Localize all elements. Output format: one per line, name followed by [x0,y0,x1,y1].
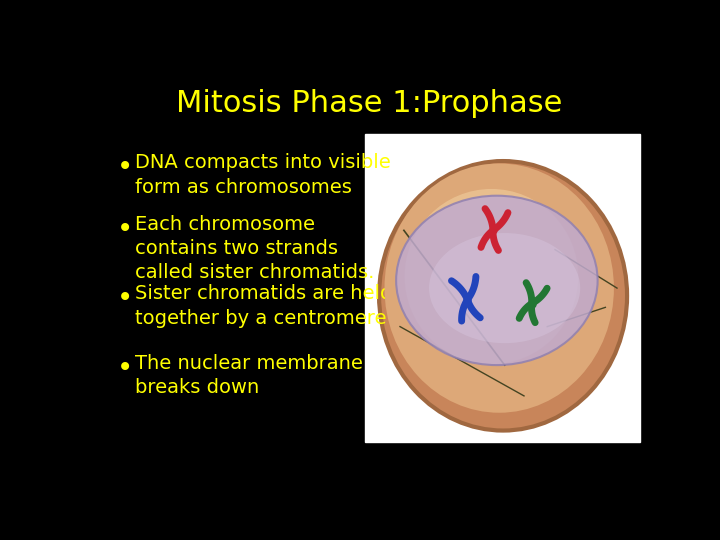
Text: •: • [117,215,133,243]
Ellipse shape [405,189,578,364]
Text: Each chromosome
contains two strands
called sister chromatids.: Each chromosome contains two strands cal… [135,215,374,282]
Ellipse shape [384,164,614,413]
Text: Mitosis Phase 1:Prophase: Mitosis Phase 1:Prophase [176,90,562,118]
Bar [365,134,640,442]
Text: DNA compacts into visible
form as chromosomes: DNA compacts into visible form as chromo… [135,153,391,197]
Ellipse shape [396,195,598,365]
Text: Sister chromatids are held
together by a centromere: Sister chromatids are held together by a… [135,284,392,327]
Text: •: • [117,354,133,382]
Text: The nuclear membrane
breaks down: The nuclear membrane breaks down [135,354,363,397]
Text: •: • [117,284,133,312]
Text: •: • [117,153,133,181]
Ellipse shape [379,161,627,430]
Ellipse shape [429,233,580,343]
